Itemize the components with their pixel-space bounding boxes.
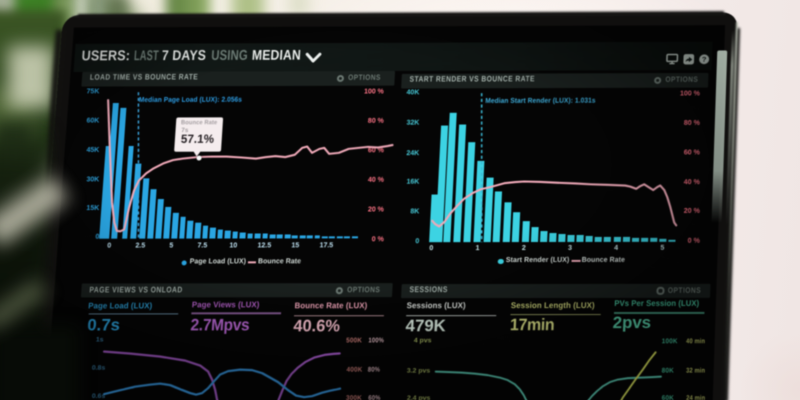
svg-text:?: ? bbox=[702, 55, 707, 64]
